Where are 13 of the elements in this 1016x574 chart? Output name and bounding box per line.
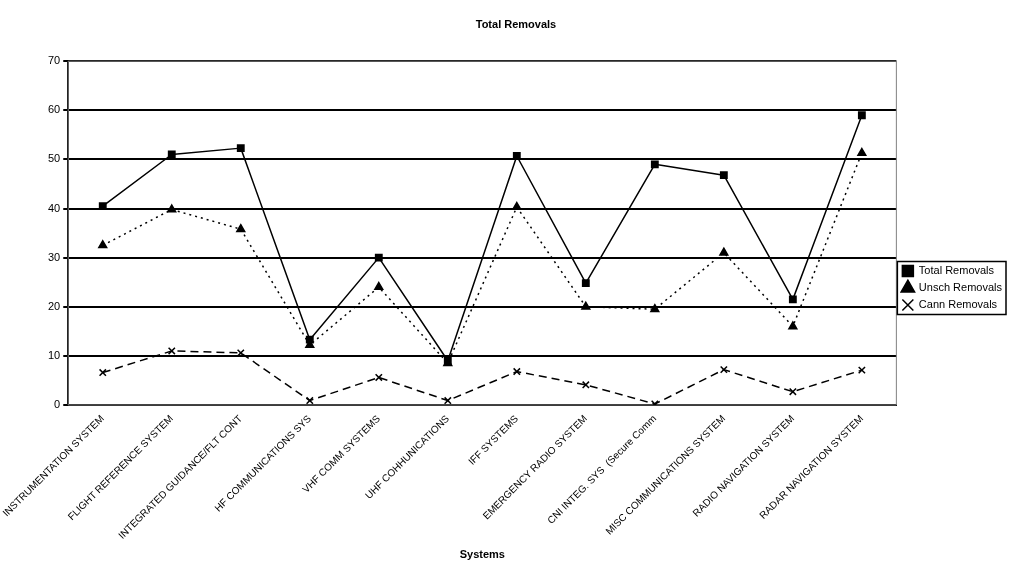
x-axis-title: Systems (459, 548, 505, 561)
y-tick-label: 40 (48, 201, 61, 214)
y-tick-label: 70 (48, 54, 61, 67)
legend-label: Total Removals (918, 264, 995, 277)
chart-title: Total Removals (475, 17, 557, 30)
y-tick-label: 0 (54, 398, 61, 410)
y-tick-label: 10 (48, 348, 61, 361)
y-tick-label: 60 (48, 103, 61, 116)
legend-label: Unsch Removals (918, 281, 1003, 294)
y-tick-label: 50 (48, 152, 61, 165)
y-tick-label: 30 (48, 250, 61, 263)
y-tick-label: 20 (48, 299, 61, 312)
legend-label: Cann Removals (918, 298, 998, 311)
